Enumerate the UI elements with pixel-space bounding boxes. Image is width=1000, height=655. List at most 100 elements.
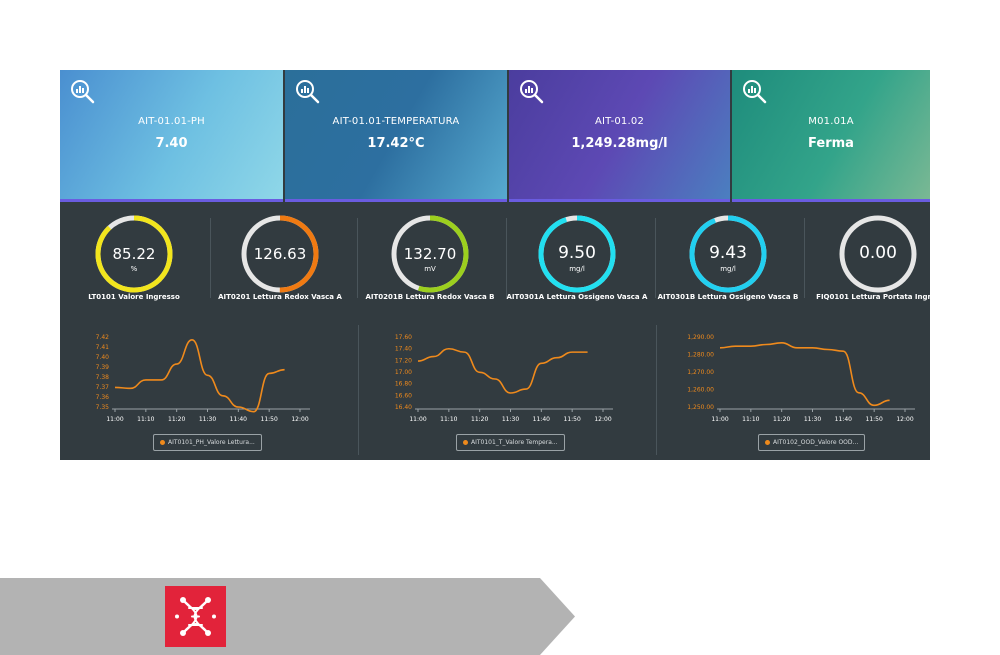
x-tick-label: 11:10 — [440, 416, 457, 423]
x-tick-label: 12:00 — [896, 416, 913, 423]
dashboard-panel: AIT-01.01-PH 7.40 AIT-01.01-TEMPERATURA … — [60, 70, 930, 460]
x-tick-label: 11:10 — [742, 416, 759, 423]
kpi-tile-value: 7.40 — [155, 136, 188, 151]
analytics-search-icon[interactable] — [519, 79, 545, 105]
kpi-tile-name: M01.01A — [808, 116, 854, 127]
y-tick-label: 1,270.00 — [687, 369, 714, 376]
legend-label: AIT0101_T_Valore Tempera... — [471, 439, 558, 446]
gauge-lt0101[interactable]: 85.22 % LT0101 Valore Ingresso — [60, 213, 208, 313]
kpi-tile-value: Ferma — [808, 136, 854, 151]
y-tick-label: 16.80 — [395, 381, 412, 388]
kpi-tile-ph[interactable]: AIT-01.01-PH 7.40 — [60, 70, 283, 202]
divider — [506, 218, 507, 298]
gauge-ring — [241, 215, 319, 293]
line-chart-ph[interactable]: 7.42 7.41 7.40 7.39 7.38 7.37 7.36 7.35 11:00 11:… — [60, 325, 350, 455]
x-tick-label: 11:00 — [409, 416, 426, 423]
line-chart-temperatura[interactable]: 17.60 17.40 17.20 17.00 16.80 16.60 16.40 11:00… — [363, 325, 653, 455]
y-tick-label: 1,290.00 — [687, 334, 714, 341]
y-tick-label: 1,250.00 — [687, 404, 714, 411]
series-line — [719, 342, 890, 407]
line-chart-svg: 7.42 7.41 7.40 7.39 7.38 7.37 7.36 7.35 11:00 11:… — [96, 334, 310, 423]
y-tick-label: 1,260.00 — [687, 387, 714, 394]
x-tick-label: 11:20 — [168, 416, 185, 423]
x-tick-label: 12:00 — [291, 416, 308, 423]
gauge-label: AIT0301A Lettura Ossigeno Vasca A — [506, 293, 648, 301]
legend-temperatura[interactable]: AIT0101_T_Valore Tempera... — [456, 434, 565, 451]
legend-label: AIT0102_OOD_Valore OOD... — [773, 439, 859, 446]
gauge-value: 9.43 — [709, 243, 747, 263]
gauge-ring — [95, 215, 173, 293]
gauge-unit: % — [130, 265, 138, 273]
x-tick-label: 11:00 — [711, 416, 728, 423]
x-tick-label: 11:30 — [502, 416, 519, 423]
legend-ood[interactable]: AIT0102_OOD_Valore OOD... — [758, 434, 866, 451]
gauge-ring — [839, 215, 917, 293]
divider — [357, 218, 358, 298]
kpi-tile-m01-01a[interactable]: M01.01A Ferma — [732, 70, 930, 202]
kpi-tile-name: AIT-01.01-PH — [138, 116, 205, 127]
gauge-fiq0101[interactable]: 0.00 FIQ0101 Lettura Portata Ingres — [804, 213, 930, 313]
kpi-tile-name: AIT-01.01-TEMPERATURA — [332, 116, 460, 127]
x-tick-label: 11:10 — [137, 416, 154, 423]
gauge-ring — [538, 215, 616, 293]
x-tick-label: 11:40 — [835, 416, 852, 423]
x-tick-label: 11:20 — [471, 416, 488, 423]
gauge-value: 132.70 — [403, 245, 457, 263]
line-chart-ood[interactable]: 1,290.00 1,280.00 1,270.00 1,260.00 1,250.00… — [665, 325, 930, 455]
y-tick-label: 7.39 — [96, 364, 110, 371]
series-line — [417, 347, 588, 394]
series-line — [114, 338, 285, 413]
legend-ph[interactable]: AIT0101_PH_Valore Lettura... — [153, 434, 262, 451]
y-tick-label: 16.60 — [395, 392, 412, 399]
kpi-tile-value: 17.42°C — [367, 136, 425, 151]
gauge-unit: mg/l — [569, 265, 585, 273]
y-tick-label: 17.20 — [395, 357, 412, 364]
x-tick-label: 11:30 — [804, 416, 821, 423]
gauge-value: 85.22 — [112, 245, 156, 263]
divider — [804, 218, 805, 298]
gauge-value: 126.63 — [253, 245, 307, 263]
gauge-label: AIT0201B Lettura Redox Vasca B — [365, 293, 495, 301]
gauge-label: AIT0201 Lettura Redox Vasca A — [218, 293, 342, 301]
gauge-unit: mg/l — [720, 265, 736, 273]
kpi-tile-name: AIT-01.02 — [594, 116, 645, 127]
gauge-ait0201b[interactable]: 132.70 mV AIT0201B Lettura Redox Vasca B — [356, 213, 504, 313]
legend-label: AIT0101_PH_Valore Lettura... — [168, 439, 255, 446]
x-tick-label: 12:00 — [594, 416, 611, 423]
gauge-unit: mV — [424, 265, 436, 273]
gauge-ring — [689, 215, 767, 293]
divider — [655, 218, 656, 298]
legend-dot — [160, 440, 165, 445]
y-tick-label: 16.40 — [395, 404, 412, 411]
x-tick-label: 11:50 — [564, 416, 581, 423]
gauge-label: FIQ0101 Lettura Portata Ingres — [816, 293, 930, 301]
x-tick-label: 11:30 — [199, 416, 216, 423]
gauge-ring — [391, 215, 469, 293]
divider — [210, 218, 211, 298]
gauge-ait0301b[interactable]: 9.43 mg/l AIT0301B Lettura Ossigeno Vasc… — [654, 213, 802, 313]
molecule-logo-icon — [165, 586, 226, 647]
kpi-tile-temperatura[interactable]: AIT-01.01-TEMPERATURA 17.42°C — [285, 70, 507, 202]
footer-arrow-band — [0, 578, 575, 655]
y-tick-label: 7.35 — [96, 404, 110, 411]
kpi-tile-ait-01-02[interactable]: AIT-01.02 1,249.28mg/l — [509, 70, 730, 202]
y-tick-label: 7.38 — [96, 374, 110, 381]
gauge-label: LT0101 Valore Ingresso — [88, 293, 180, 301]
y-tick-label: 17.00 — [395, 369, 412, 376]
gauge-value: 9.50 — [558, 243, 596, 263]
y-tick-label: 17.60 — [395, 334, 412, 341]
gauge-ait0301a[interactable]: 9.50 mg/l AIT0301A Lettura Ossigeno Vasc… — [503, 213, 651, 313]
gauge-ait0201[interactable]: 126.63 AIT0201 Lettura Redox Vasca A — [206, 213, 354, 313]
x-tick-label: 11:40 — [533, 416, 550, 423]
x-tick-label: 11:20 — [773, 416, 790, 423]
x-tick-label: 11:40 — [230, 416, 247, 423]
analytics-search-icon[interactable] — [70, 79, 96, 105]
analytics-search-icon[interactable] — [742, 79, 768, 105]
gauge-value: 0.00 — [859, 243, 897, 263]
analytics-search-icon[interactable] — [295, 79, 321, 105]
x-tick-label: 11:50 — [866, 416, 883, 423]
y-tick-label: 7.41 — [96, 344, 110, 351]
divider — [358, 325, 359, 455]
legend-dot — [765, 440, 770, 445]
y-tick-label: 7.37 — [96, 384, 110, 391]
